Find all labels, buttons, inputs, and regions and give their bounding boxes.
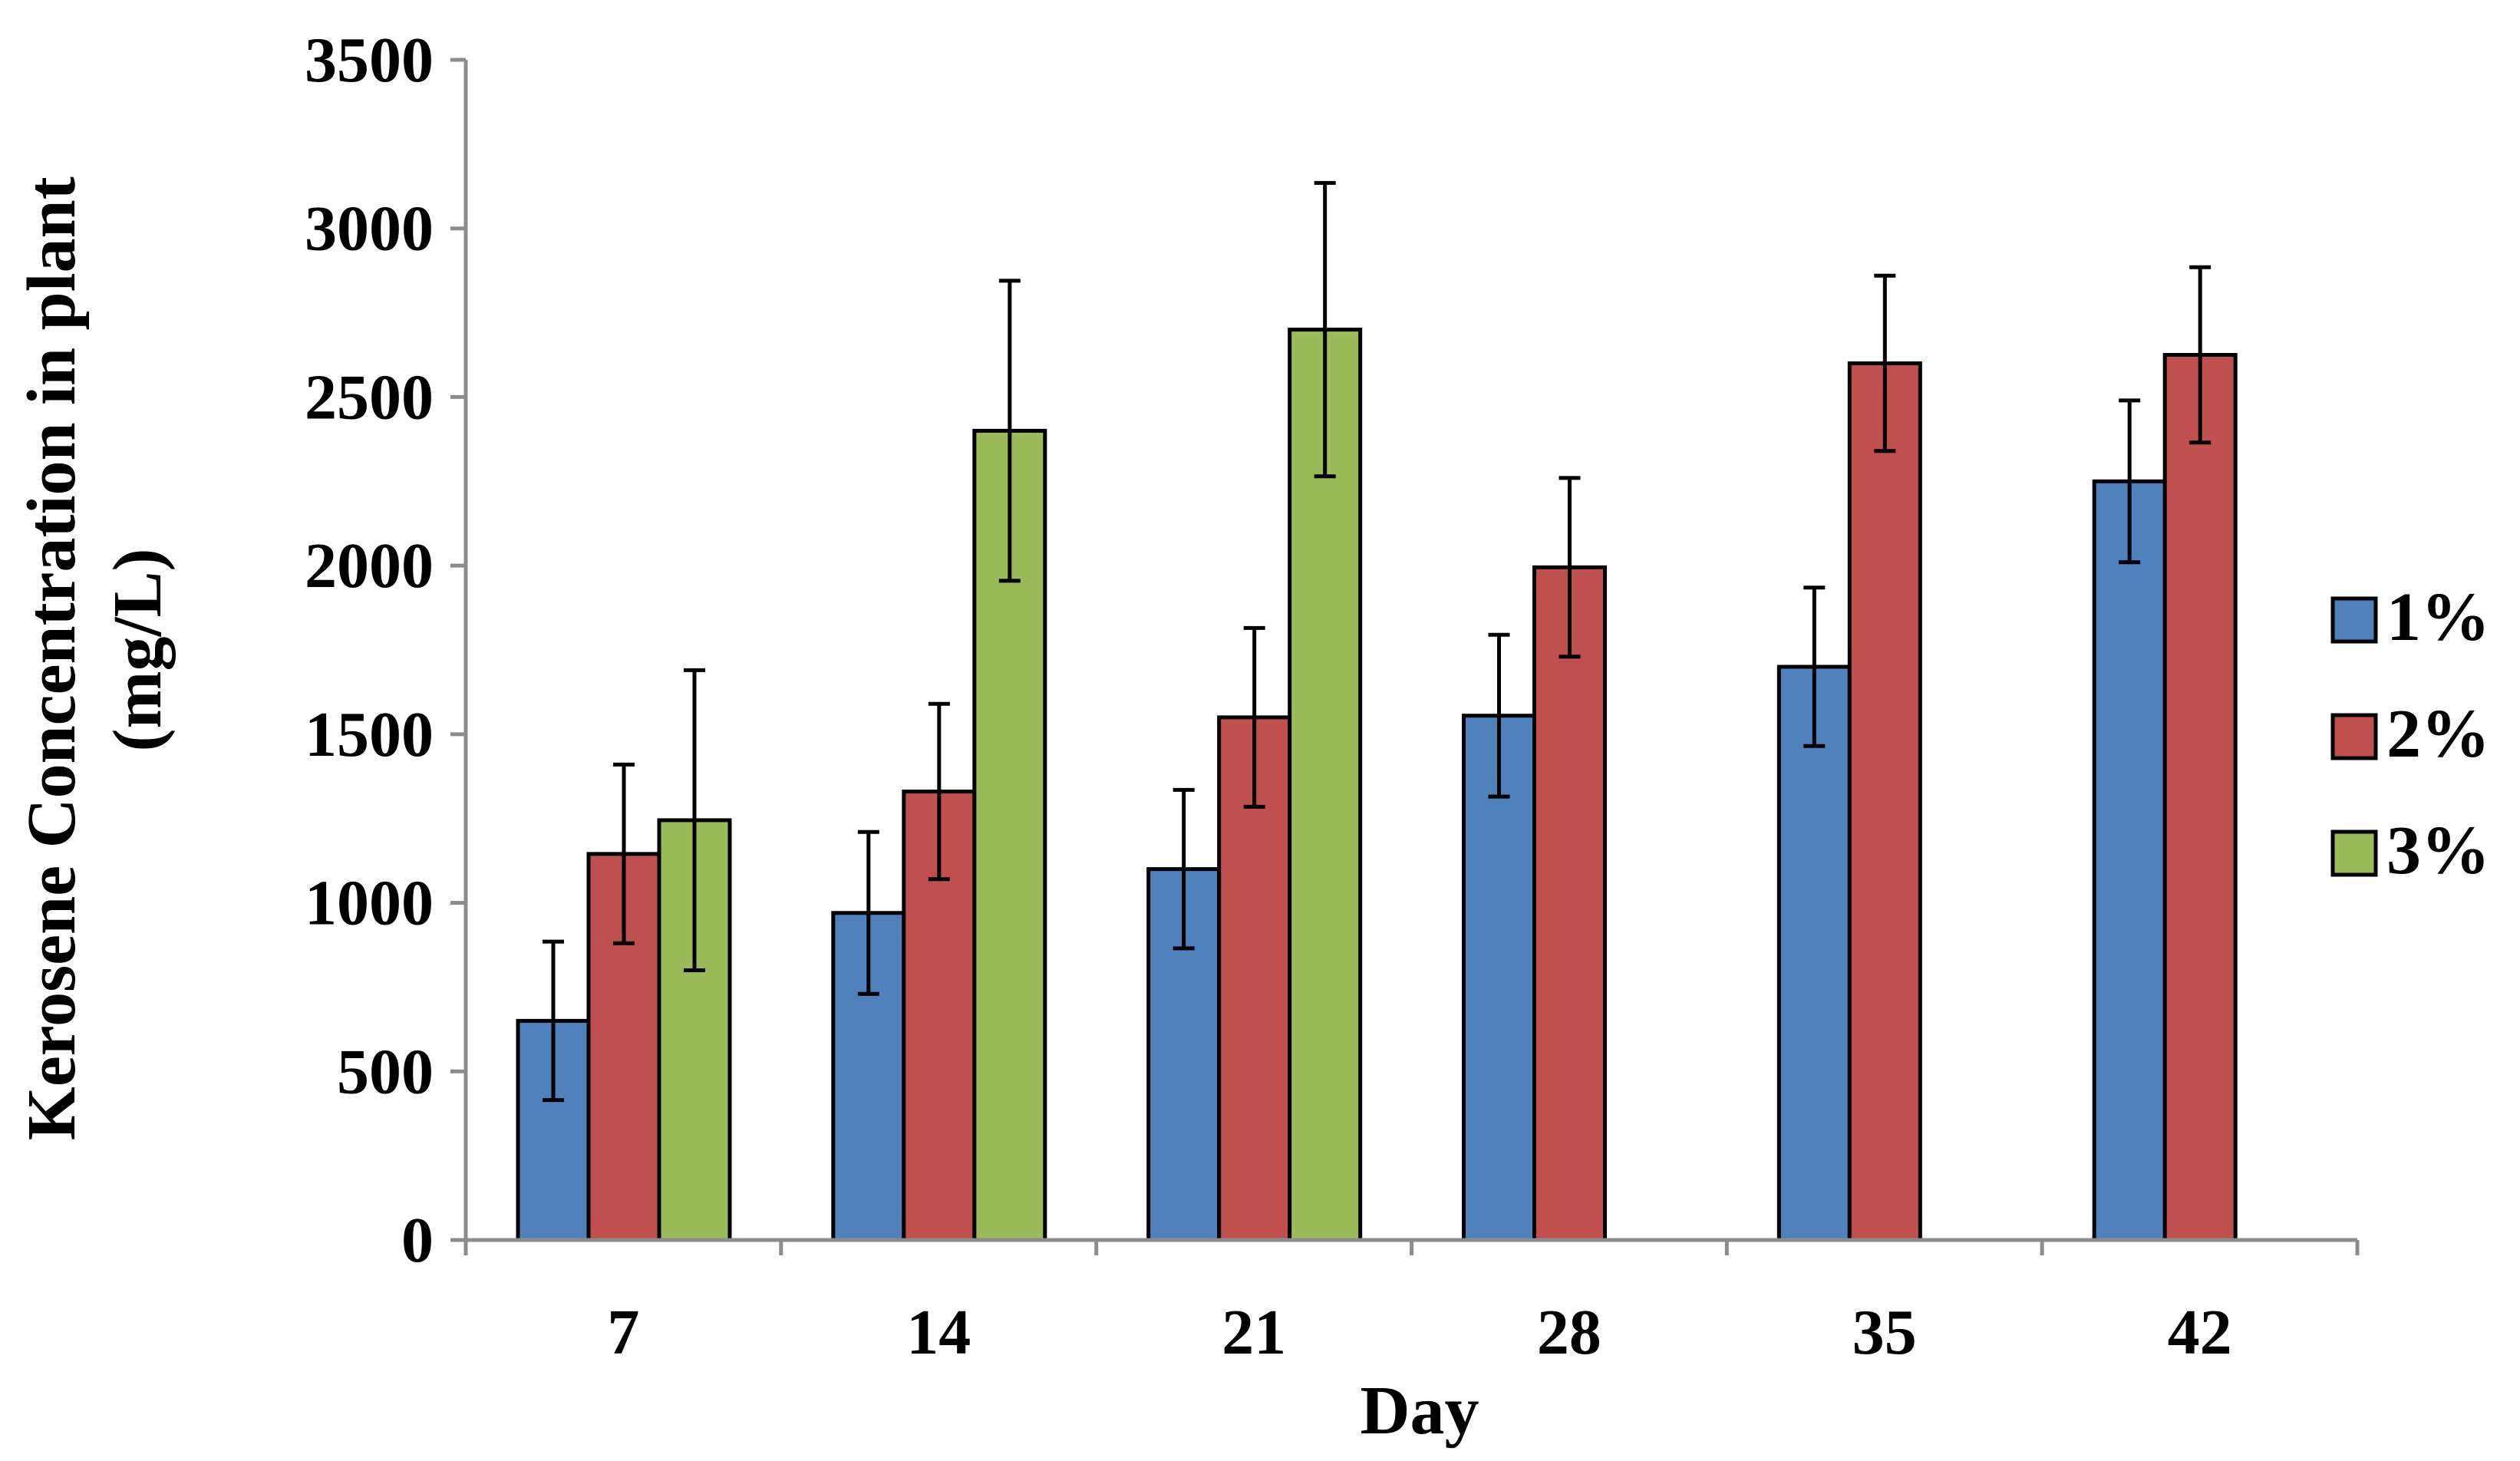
error-bar-3pct-day-7 xyxy=(684,668,705,972)
legend-swatch-1pct xyxy=(2330,596,2378,644)
legend-swatch-3pct xyxy=(2330,829,2378,877)
error-bar-2pct-day-21 xyxy=(1243,625,1265,809)
error-bar-3pct-day-14 xyxy=(998,279,1021,583)
y-tick-label: 1500 xyxy=(305,699,434,770)
legend-label-3pct: 3% xyxy=(2386,813,2490,889)
x-tick-label: 7 xyxy=(607,1297,639,1368)
x-axis-ticks: 7 14 21 28 35 42 xyxy=(463,1240,2360,1368)
error-bar-3pct-day-21 xyxy=(1314,180,1336,479)
error-bars xyxy=(543,180,2212,1103)
legend: 1% 2% 3% xyxy=(2330,579,2490,889)
y-tick-label: 1000 xyxy=(305,868,434,939)
plot-area: 0 500 1000 1500 2000 2500 3000 3500 7 14 21 28 35 42 xyxy=(305,25,2360,1368)
bar-marks xyxy=(516,328,2238,1242)
error-bar-2pct-day-42 xyxy=(2189,265,2212,445)
error-bar-1pct-day-42 xyxy=(2119,398,2141,565)
error-bar-2pct-day-28 xyxy=(1559,476,1581,659)
error-bar-1pct-day-28 xyxy=(1488,632,1510,799)
y-axis-title-line-2: (mg/L) xyxy=(100,549,176,752)
y-axis-ticks: 0 500 1000 1500 2000 2500 3000 3500 xyxy=(305,25,466,1276)
x-tick-label: 35 xyxy=(1852,1297,1917,1368)
error-bar-1pct-day-7 xyxy=(543,939,564,1103)
legend-label-1pct: 1% xyxy=(2386,579,2490,655)
error-bar-2pct-day-35 xyxy=(1874,273,1896,453)
bar-1pct-day-35 xyxy=(1776,665,1852,1242)
x-tick-label: 42 xyxy=(2168,1297,2232,1368)
bar-3pct-day-21 xyxy=(1288,328,1363,1242)
bar-2pct-day-35 xyxy=(1847,361,1922,1242)
y-tick-label: 500 xyxy=(337,1036,434,1107)
legend-swatch-2pct xyxy=(2330,713,2378,760)
error-bar-2pct-day-14 xyxy=(928,701,950,882)
y-tick-label: 3500 xyxy=(305,25,434,96)
x-tick-label: 14 xyxy=(906,1297,971,1368)
error-bar-2pct-day-7 xyxy=(613,762,635,945)
bar-1pct-day-42 xyxy=(2092,479,2167,1242)
x-axis-title: Day xyxy=(1361,1373,1479,1449)
legend-label-2pct: 2% xyxy=(2386,696,2490,772)
error-bar-1pct-day-14 xyxy=(857,829,879,996)
y-tick-label: 0 xyxy=(401,1205,434,1276)
error-bar-1pct-day-35 xyxy=(1803,585,1826,748)
x-tick-label: 21 xyxy=(1222,1297,1286,1368)
bar-2pct-day-42 xyxy=(2162,353,2238,1242)
y-tick-label: 2500 xyxy=(305,361,434,433)
error-bar-1pct-day-21 xyxy=(1173,787,1195,951)
x-tick-label: 28 xyxy=(1537,1297,1601,1368)
y-tick-label: 3000 xyxy=(305,193,434,265)
y-axis-title: Kerosene Concentration in plant (mg/L) xyxy=(14,160,176,1140)
y-axis-title-line-1: Kerosene Concentration in plant xyxy=(14,176,90,1140)
bar-2pct-day-28 xyxy=(1532,565,1607,1242)
y-tick-label: 2000 xyxy=(305,530,434,602)
